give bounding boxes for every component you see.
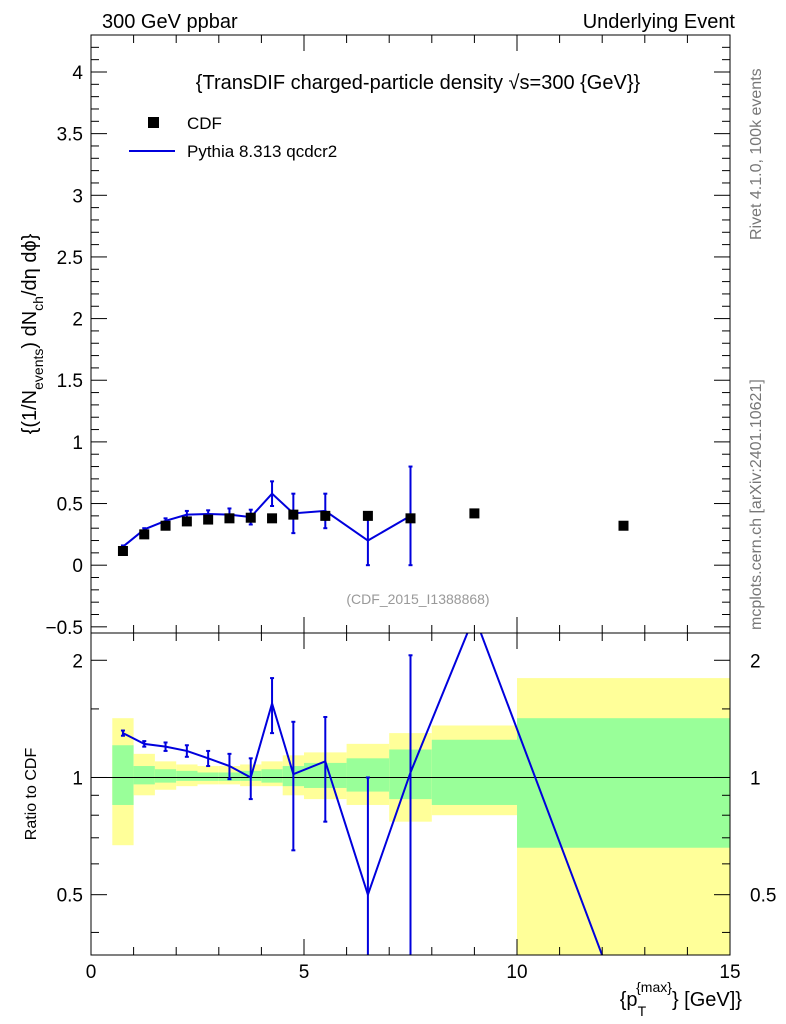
- ratio-inner-band: [176, 770, 198, 781]
- cdf-data-point: [288, 509, 299, 520]
- cdf-data-point: [117, 546, 128, 557]
- ratio-inner-band: [133, 766, 155, 785]
- legend-data-label: CDF: [187, 114, 222, 133]
- ratio-inner-band: [112, 745, 134, 805]
- header-left: 300 GeV ppbar: [102, 11, 238, 33]
- ratio-y-axis-label: Ratio to CDF: [23, 748, 40, 841]
- main-y-tick-labels: −0.5 0 0.5 1 1.5 2 2.5 3 3.5 4: [45, 63, 83, 639]
- ratio-y-tick-label: 1: [72, 768, 83, 789]
- legend-mc-label: Pythia 8.313 qcdcr2: [187, 142, 337, 161]
- main-y-axis-label: {(1/Nevents) dNch/dη dϕ}: [19, 233, 46, 434]
- x-tick-labels: 0 5 10 15: [86, 962, 741, 983]
- cdf-data-point: [160, 520, 171, 531]
- cdf-data-point: [405, 513, 416, 524]
- main-y-tick-label: 1: [72, 433, 83, 454]
- main-y-tick-label: 2: [72, 310, 83, 331]
- cdf-data-point: [203, 514, 214, 525]
- cdf-data-point: [224, 513, 235, 524]
- analysis-watermark: (CDF_2015_I1388868): [346, 591, 489, 607]
- main-y-tick-label: −0.5: [45, 618, 83, 639]
- x-tick-label: 10: [506, 962, 527, 983]
- ratio-inner-band: [154, 769, 177, 783]
- mcplots-credit: mcplots.cern.ch [arXiv:2401.10621]: [748, 379, 765, 630]
- header-right: Underlying Event: [583, 11, 736, 33]
- ratio-y-tick-labels: 0.5 0.5 1 1 2 2: [57, 651, 777, 906]
- x-tick-label: 15: [719, 962, 740, 983]
- main-y-tick-label: 2.5: [57, 248, 83, 269]
- main-ticks: [90, 35, 731, 633]
- cdf-data-point: [618, 520, 629, 531]
- cdf-data-point: [267, 513, 278, 524]
- plot-title: {TransDIF charged-particle density √s=30…: [196, 72, 641, 94]
- main-y-tick-label: 3.5: [57, 125, 83, 146]
- ratio-inner-band: [517, 718, 730, 848]
- cdf-data-point: [469, 508, 480, 519]
- cdf-data-point: [245, 512, 256, 523]
- ratio-y-tick-label: 0.5: [57, 886, 83, 907]
- main-data-layer: [117, 465, 629, 567]
- ratio-uncertainty-bands: [112, 678, 730, 955]
- x-axis-label: {pT{max}} [GeV]}: [620, 979, 743, 1019]
- main-panel: −0.5 0 0.5 1 1.5 2 2.5 3 3.5 4 {TransDIF charged-…: [19, 34, 731, 639]
- ratio-frame: [90, 632, 731, 956]
- rivet-info: Rivet 4.1.0, 100k events: [748, 68, 765, 240]
- ratio-y-tick-label: 2: [72, 651, 83, 672]
- ratio-ticks: [90, 633, 731, 955]
- ratio-y-tick-label-right: 2: [750, 651, 761, 672]
- x-tick-label: 0: [86, 962, 97, 983]
- cdf-data-point: [362, 510, 373, 521]
- ratio-inner-band: [261, 769, 283, 783]
- ratio-inner-band: [431, 739, 517, 805]
- cdf-data-point: [139, 529, 150, 540]
- ratio-y-tick-label-right: 0.5: [750, 886, 776, 907]
- main-y-tick-label: 0.5: [57, 495, 83, 516]
- main-y-tick-label: 4: [72, 63, 83, 84]
- main-y-tick-label: 0: [72, 556, 83, 577]
- main-y-tick-label: 3: [72, 186, 83, 207]
- ratio-y-tick-label-right: 1: [750, 768, 761, 789]
- ratio-inner-band: [197, 772, 219, 781]
- x-tick-label: 5: [299, 962, 310, 983]
- cdf-data-point: [181, 516, 192, 527]
- main-y-tick-label: 1.5: [57, 371, 83, 392]
- cdf-data-point: [320, 510, 331, 521]
- ratio-data-layer: [120, 633, 604, 955]
- ratio-mc-line: [122, 633, 604, 955]
- legend-data-marker: [148, 117, 159, 128]
- ratio-panel: 0.5 0.5 1 1 2 2 0 5 10 15 Ratio to CDF {pT{max}}…: [23, 632, 777, 1019]
